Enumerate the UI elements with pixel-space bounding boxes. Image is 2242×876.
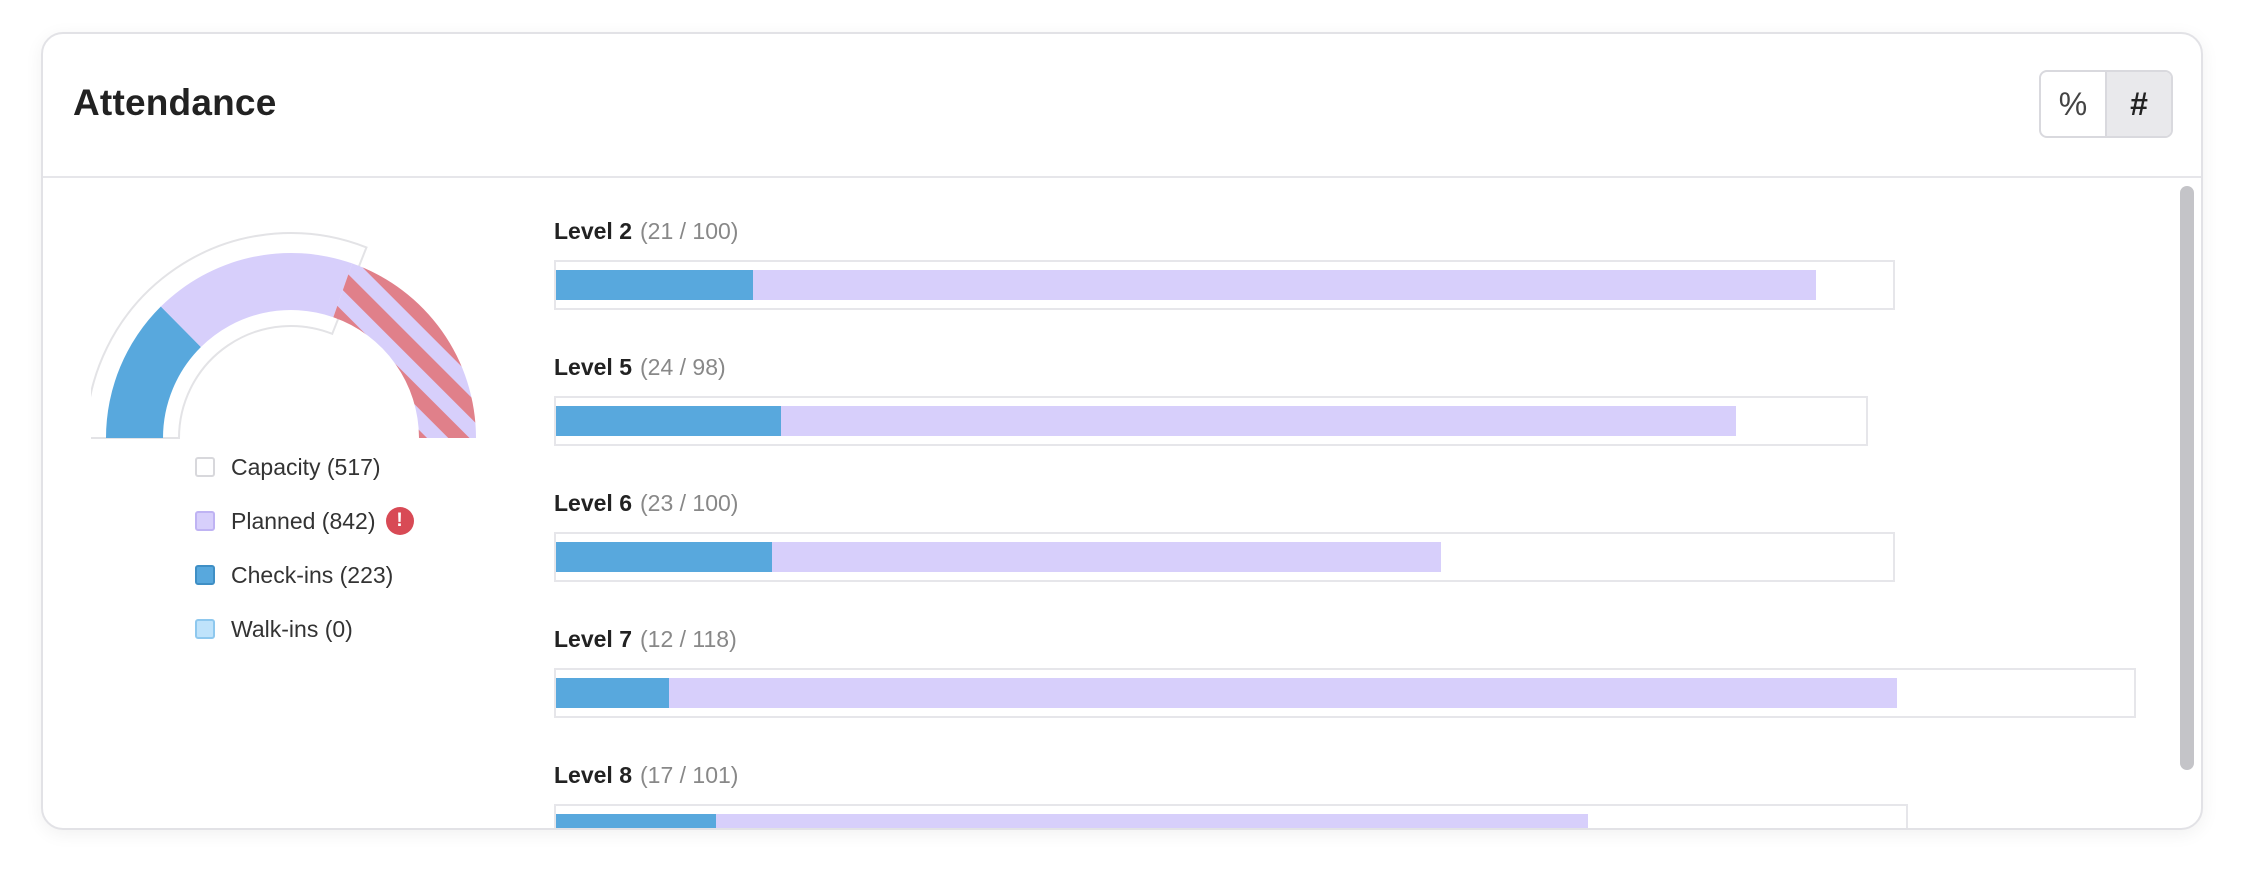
level-label: Level 2 (21 / 100) — [554, 214, 738, 248]
level-capacity-track — [554, 532, 1895, 582]
level-capacity-track — [554, 668, 2136, 718]
level-name: Level 6 — [554, 490, 632, 516]
level-checkins-bar — [556, 678, 669, 708]
level-checkins-bar — [556, 270, 753, 300]
level-label: Level 5 (24 / 98) — [554, 350, 738, 384]
level-name: Level 8 — [554, 762, 632, 788]
legend-item-walkins: Walk-ins (0) — [195, 602, 414, 656]
legend-swatch — [195, 619, 215, 639]
level-label: Level 6 (23 / 100) — [554, 486, 738, 520]
page-title: Attendance — [73, 82, 277, 123]
level-capacity-track — [554, 396, 1868, 446]
count-toggle-button[interactable]: # — [2107, 72, 2171, 136]
level-count: (12 / 118) — [640, 626, 737, 652]
legend-swatch — [195, 565, 215, 585]
level-planned-bar — [556, 814, 1588, 828]
legend-item-checkins: Check-ins (223) — [195, 548, 414, 602]
level-capacity-track — [554, 804, 1908, 828]
legend-swatch — [195, 511, 215, 531]
legend-label: Check-ins (223) — [231, 561, 394, 588]
card-header: Attendance % # — [43, 34, 2201, 178]
scrollbar-thumb[interactable] — [2180, 186, 2194, 770]
level-planned-bar — [556, 678, 1897, 708]
legend-item-capacity: Capacity (517) — [195, 440, 414, 494]
legend-item-planned: Planned (842) ! — [195, 494, 414, 548]
level-checkins-bar — [556, 814, 716, 828]
level-row: Level 8 (17 / 101) — [554, 758, 1908, 828]
level-label: Level 8 (17 / 101) — [554, 758, 738, 792]
level-count: (17 / 101) — [640, 762, 739, 788]
percent-toggle-button[interactable]: % — [2041, 72, 2107, 136]
level-row: Level 2 (21 / 100) — [554, 214, 1895, 350]
level-count: (23 / 100) — [640, 490, 739, 516]
legend-label: Walk-ins (0) — [231, 615, 353, 642]
level-row: Level 7 (12 / 118) — [554, 622, 2136, 758]
legend-label: Planned (842) — [231, 507, 376, 534]
exclamation-icon[interactable]: ! — [385, 507, 414, 535]
level-row: Level 5 (24 / 98) — [554, 350, 1868, 486]
gauge-overbooked-arc — [333, 263, 476, 438]
attendance-gauge — [91, 232, 476, 439]
gauge-legend: Capacity (517) Planned (842) ! Check-ins… — [195, 440, 414, 656]
level-count: (21 / 100) — [640, 218, 739, 244]
level-capacity-track — [554, 260, 1895, 310]
level-list: Level 2 (21 / 100) Level 5 (24 / 98) Level 6… — [554, 214, 2136, 828]
card-body: Capacity (517) Planned (842) ! Check-ins… — [43, 178, 2201, 828]
level-label: Level 7 (12 / 118) — [554, 622, 738, 656]
legend-swatch — [195, 457, 215, 477]
gauge-checkins-arc — [106, 306, 201, 438]
attendance-card: Attendance % # Capacity (517) — [41, 32, 2203, 830]
level-checkins-bar — [556, 542, 772, 572]
display-mode-toggle: % # — [2039, 70, 2173, 138]
vertical-scrollbar[interactable] — [2175, 178, 2199, 828]
gauge-planned-arc — [160, 253, 353, 348]
level-name: Level 2 — [554, 218, 632, 244]
level-count: (24 / 98) — [640, 354, 726, 380]
level-row: Level 6 (23 / 100) — [554, 486, 1895, 622]
level-checkins-bar — [556, 406, 781, 436]
legend-label: Capacity (517) — [231, 453, 381, 480]
level-planned-bar — [556, 270, 1816, 300]
level-name: Level 7 — [554, 626, 632, 652]
level-name: Level 5 — [554, 354, 632, 380]
